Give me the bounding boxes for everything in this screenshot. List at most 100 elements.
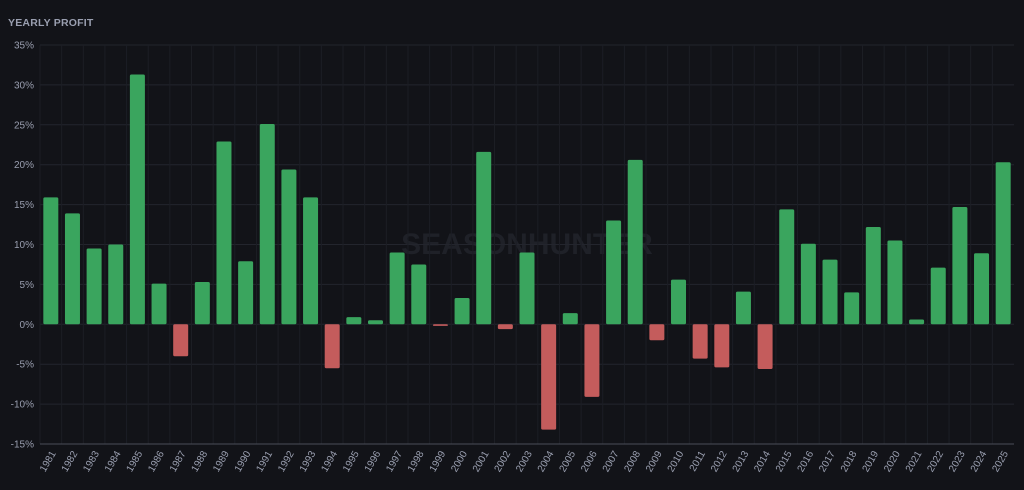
x-tick-label: 2021 [904, 449, 925, 474]
bar [194, 282, 210, 325]
x-tick-label: 1985 [125, 449, 146, 474]
bar [714, 324, 730, 368]
bar [64, 213, 80, 325]
bar [216, 141, 232, 325]
bar [346, 317, 362, 325]
x-tick-label: 2018 [839, 449, 860, 474]
bar [432, 324, 448, 326]
x-tick-label: 1999 [428, 449, 449, 474]
x-tick-label: 2020 [882, 449, 903, 474]
x-tick-label: 2017 [817, 449, 838, 474]
bar [627, 159, 643, 325]
x-tick-label: 2005 [558, 449, 579, 474]
bar [649, 324, 665, 341]
bar [887, 240, 903, 325]
x-tick-label: 2002 [493, 449, 514, 474]
bar [779, 209, 795, 325]
bar [281, 169, 297, 325]
x-tick-label: 2004 [536, 449, 557, 474]
bar [995, 162, 1011, 325]
bar [129, 74, 145, 325]
bar [411, 264, 427, 325]
x-tick-label: 1995 [341, 449, 362, 474]
x-tick-label: 1992 [276, 449, 297, 474]
y-tick-label: -10% [11, 400, 34, 411]
x-tick-label: 2016 [796, 449, 817, 474]
x-tick-label: 2023 [947, 449, 968, 474]
y-tick-label: -5% [16, 360, 34, 371]
bar [562, 313, 578, 325]
y-tick-label: 25% [14, 120, 34, 131]
x-tick-label: 1998 [406, 449, 427, 474]
bar [865, 226, 881, 325]
bar [303, 197, 319, 325]
bar [974, 253, 990, 325]
bar [476, 151, 492, 325]
x-tick-label: 2024 [969, 449, 990, 474]
x-tick-label: 1997 [384, 449, 405, 474]
x-tick-label: 2003 [514, 449, 535, 474]
bar [757, 324, 773, 369]
bar [151, 283, 167, 325]
x-tick-label: 1982 [60, 449, 81, 474]
y-tick-label: 5% [20, 280, 35, 291]
bar [389, 252, 405, 325]
bar [43, 197, 59, 325]
bar [497, 324, 513, 330]
x-tick-label: 1991 [255, 449, 276, 474]
bar [584, 324, 600, 397]
x-tick-label: 1989 [211, 449, 232, 474]
x-tick-label: 2019 [861, 449, 882, 474]
x-tick-label: 2008 [622, 449, 643, 474]
y-tick-label: 30% [14, 80, 34, 91]
bar [909, 319, 925, 325]
x-tick-label: 1988 [190, 449, 211, 474]
x-tick-label: 2022 [925, 449, 946, 474]
bar [519, 252, 535, 325]
x-tick-label: 2011 [688, 449, 708, 474]
x-tick-label: 1994 [319, 449, 340, 474]
x-tick-label: 2007 [601, 449, 622, 474]
x-tick-label: 2000 [449, 449, 470, 474]
chart-title: YEARLY PROFIT [8, 17, 94, 29]
bar [324, 324, 340, 369]
x-tick-label: 1983 [81, 449, 102, 474]
bar [86, 248, 102, 325]
y-tick-label: 35% [14, 41, 34, 52]
x-tick-label: 1996 [363, 449, 384, 474]
bar [735, 291, 751, 325]
x-tick-label: 2025 [990, 449, 1011, 474]
bar [108, 244, 124, 325]
y-tick-label: -15% [11, 440, 34, 451]
bar [454, 297, 470, 325]
y-tick-label: 15% [14, 200, 34, 211]
bar [259, 124, 275, 325]
y-tick-label: 20% [14, 160, 34, 171]
x-tick-label: 1987 [168, 449, 189, 474]
y-tick-label: 10% [14, 240, 34, 251]
bar [692, 324, 708, 359]
x-tick-label: 1986 [146, 449, 167, 474]
bar [844, 292, 860, 325]
bar [238, 261, 254, 325]
bar [800, 243, 816, 325]
x-tick-label: 1981 [38, 449, 59, 474]
bar [173, 324, 189, 357]
bar [930, 267, 946, 325]
x-tick-label: 2009 [644, 449, 665, 474]
y-tick-label: 0% [20, 320, 35, 331]
bar [606, 220, 622, 325]
x-tick-label: 2001 [471, 449, 492, 474]
x-tick-label: 1984 [103, 449, 124, 474]
bar [952, 206, 968, 325]
bar [671, 279, 687, 325]
x-tick-label: 2012 [709, 449, 730, 474]
x-tick-label: 2013 [731, 449, 752, 474]
bar [541, 324, 557, 430]
x-tick-label: 2014 [752, 449, 773, 474]
bar [822, 259, 838, 325]
x-tick-label: 1993 [298, 449, 319, 474]
x-tick-label: 1990 [233, 449, 254, 474]
